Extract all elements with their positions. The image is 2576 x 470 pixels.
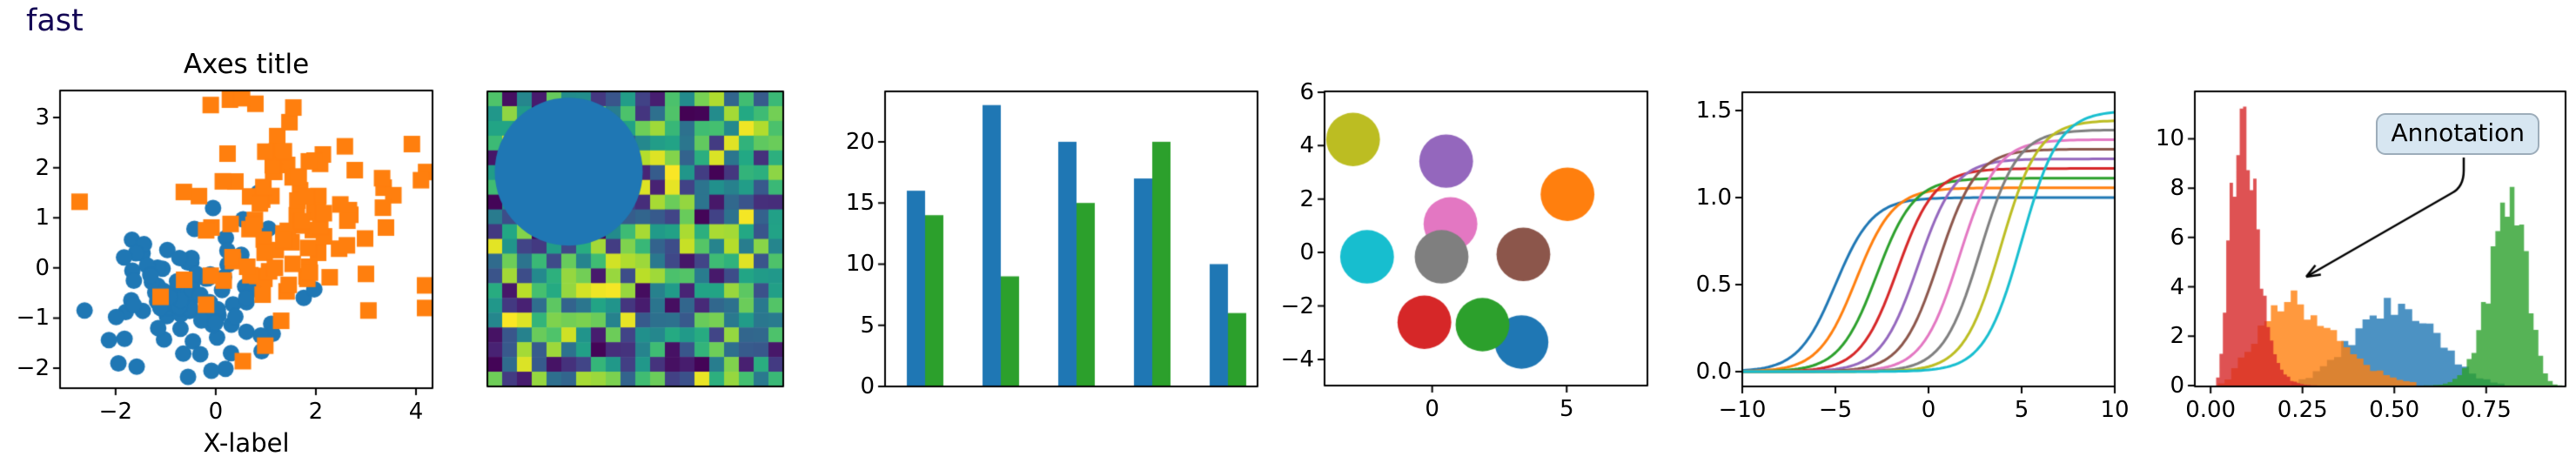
xtick-label-ax5-1: 0.25 bbox=[2277, 397, 2328, 423]
ytick-label-ax0-5: −2 bbox=[16, 354, 50, 381]
ytick-label-ax3-0: 6 bbox=[1299, 78, 1314, 105]
ytick-label-ax4-3: 0.0 bbox=[1695, 359, 1732, 385]
ytick-label-ax0-4: −1 bbox=[16, 305, 50, 332]
ytick-label-ax4-0: 1.5 bbox=[1695, 97, 1732, 124]
ytick-label-ax2-2: 10 bbox=[845, 251, 875, 278]
ytick-label-ax5-0: 0 bbox=[2170, 373, 2184, 399]
ytick-label-ax5-1: 2 bbox=[2170, 323, 2184, 350]
ytick-label-ax3-3: 0 bbox=[1299, 239, 1314, 266]
xtick-label-ax0-0: −2 bbox=[98, 399, 133, 425]
ytick-label-ax2-3: 15 bbox=[845, 190, 875, 217]
xtick-label-ax0-2: 2 bbox=[308, 399, 324, 425]
ytick-label-ax5-3: 6 bbox=[2170, 224, 2184, 251]
axes-colored-circles bbox=[1325, 91, 1647, 386]
annotation-text: Annotation bbox=[2391, 118, 2525, 147]
annotation-box: Annotation bbox=[2376, 113, 2539, 155]
xtick-label-ax0-3: 4 bbox=[408, 399, 424, 425]
xtick-label-ax5-2: 0.50 bbox=[2369, 397, 2420, 423]
axes-scatter bbox=[60, 91, 433, 388]
ytick-label-ax0-3: 0 bbox=[35, 254, 50, 281]
xtick-label-ax4-1: −5 bbox=[1818, 397, 1853, 423]
xtick-label-ax5-3: 0.75 bbox=[2460, 397, 2512, 423]
ytick-label-ax5-5: 10 bbox=[2155, 125, 2184, 152]
ytick-label-ax0-2: 1 bbox=[35, 205, 50, 232]
xtick-label-ax4-2: 0 bbox=[1921, 397, 1936, 423]
xtick-label-ax4-3: 5 bbox=[2014, 397, 2029, 423]
ytick-label-ax3-4: −2 bbox=[1280, 292, 1314, 319]
ytick-label-ax4-2: 0.5 bbox=[1695, 272, 1732, 298]
ytick-label-ax5-2: 4 bbox=[2170, 273, 2184, 300]
xtick-label-ax4-0: −10 bbox=[1718, 397, 1767, 423]
xtick-label-ax5-0: 0.00 bbox=[2185, 397, 2237, 423]
xtick-label-ax3-1: 5 bbox=[1559, 396, 1574, 422]
ytick-label-ax2-1: 5 bbox=[860, 312, 875, 339]
ytick-label-ax0-0: 3 bbox=[35, 104, 50, 131]
x-axis-label: X-label bbox=[203, 428, 290, 458]
axes-title: Axes title bbox=[183, 49, 310, 80]
ytick-label-ax4-1: 1.0 bbox=[1695, 185, 1732, 211]
xtick-label-ax0-1: 0 bbox=[208, 399, 224, 425]
axes-bar-chart bbox=[885, 91, 1258, 386]
xtick-label-ax4-4: 10 bbox=[2100, 397, 2130, 423]
ytick-label-ax0-1: 2 bbox=[35, 154, 50, 181]
ytick-label-ax5-4: 8 bbox=[2170, 175, 2184, 202]
axes-sigmoid-lines bbox=[1742, 92, 2115, 386]
ytick-label-ax2-4: 20 bbox=[845, 128, 875, 155]
ytick-label-ax2-0: 0 bbox=[860, 373, 875, 400]
axes-image-patch bbox=[487, 91, 783, 386]
xtick-label-ax3-0: 0 bbox=[1425, 396, 1439, 422]
ytick-label-ax3-2: 2 bbox=[1299, 185, 1314, 212]
ytick-label-ax3-5: −4 bbox=[1280, 346, 1314, 373]
figure-suptitle: fast bbox=[26, 3, 84, 38]
ytick-label-ax3-1: 4 bbox=[1299, 132, 1314, 159]
